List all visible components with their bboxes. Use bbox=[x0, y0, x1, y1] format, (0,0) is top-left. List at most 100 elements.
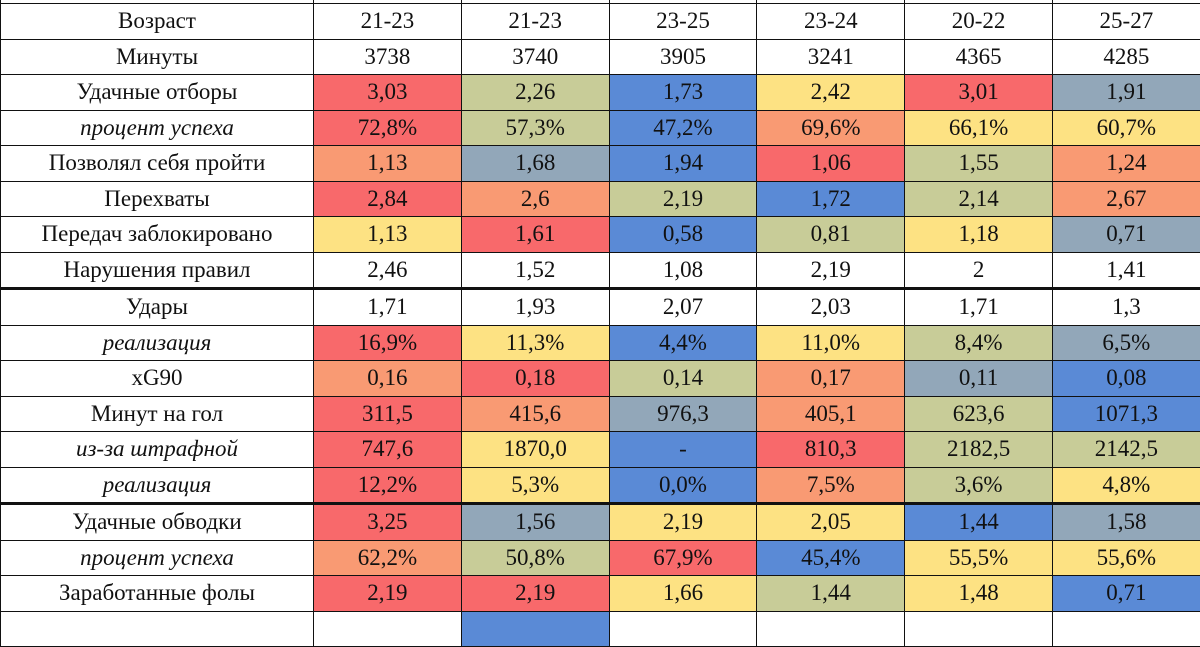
data-cell: 1,41 bbox=[1052, 252, 1200, 289]
data-cell: 415,6 bbox=[461, 396, 609, 432]
row-label: Передач заблокировано bbox=[1, 217, 314, 253]
data-cell: 67,9% bbox=[609, 540, 757, 576]
data-cell: 1,66 bbox=[609, 576, 757, 612]
data-cell: 0,58 bbox=[609, 217, 757, 253]
row-label: Заработанные фолы bbox=[1, 576, 314, 612]
row-label bbox=[1, 611, 314, 647]
data-cell: 0,14 bbox=[609, 361, 757, 397]
data-cell bbox=[609, 611, 757, 647]
data-cell: 2,14 bbox=[905, 181, 1053, 217]
data-cell: 0,71 bbox=[1052, 217, 1200, 253]
data-cell: 1,08 bbox=[609, 252, 757, 289]
data-cell: 5,3% bbox=[461, 467, 609, 504]
row-label: Минут на гол bbox=[1, 396, 314, 432]
data-cell: 2,19 bbox=[461, 576, 609, 612]
data-cell: 1870,0 bbox=[461, 432, 609, 468]
data-cell: 7,5% bbox=[757, 467, 905, 504]
data-cell: 62,2% bbox=[314, 540, 462, 576]
data-cell: 3,01 bbox=[905, 75, 1053, 111]
data-cell: 4285 bbox=[1052, 39, 1200, 75]
data-cell: 11,0% bbox=[757, 325, 905, 361]
data-cell: 1071,3 bbox=[1052, 396, 1200, 432]
data-cell: 1,24 bbox=[1052, 146, 1200, 182]
data-cell: 55,5% bbox=[905, 540, 1053, 576]
table-row bbox=[1, 611, 1200, 647]
data-cell: 3,03 bbox=[314, 75, 462, 111]
data-cell: 2182,5 bbox=[905, 432, 1053, 468]
data-cell: 1,3 bbox=[1052, 289, 1200, 326]
data-cell: 4365 bbox=[905, 39, 1053, 75]
data-cell: 1,73 bbox=[609, 75, 757, 111]
data-cell: 1,71 bbox=[314, 289, 462, 326]
data-cell: 3,6% bbox=[905, 467, 1053, 504]
data-cell: 16,9% bbox=[314, 325, 462, 361]
data-cell: 3740 bbox=[461, 39, 609, 75]
data-cell: 1,61 bbox=[461, 217, 609, 253]
data-cell bbox=[905, 611, 1053, 647]
data-cell: 69,6% bbox=[757, 110, 905, 146]
data-cell: 21-23 bbox=[461, 4, 609, 40]
data-cell: 8,4% bbox=[905, 325, 1053, 361]
data-cell: 1,13 bbox=[314, 217, 462, 253]
data-cell: 2,46 bbox=[314, 252, 462, 289]
data-cell: 23-24 bbox=[757, 4, 905, 40]
data-cell: 0,81 bbox=[757, 217, 905, 253]
data-cell: 1,13 bbox=[314, 146, 462, 182]
data-cell: 623,6 bbox=[905, 396, 1053, 432]
row-label: реализация bbox=[1, 325, 314, 361]
data-cell: 20-22 bbox=[905, 4, 1053, 40]
data-cell: 1,58 bbox=[1052, 504, 1200, 541]
data-cell: 1,44 bbox=[757, 576, 905, 612]
data-cell: 1,71 bbox=[905, 289, 1053, 326]
data-cell: 1,55 bbox=[905, 146, 1053, 182]
data-cell: 3738 bbox=[314, 39, 462, 75]
row-label: реализация bbox=[1, 467, 314, 504]
data-cell: 0,0% bbox=[609, 467, 757, 504]
data-cell: 66,1% bbox=[905, 110, 1053, 146]
data-cell: 3905 bbox=[609, 39, 757, 75]
data-cell bbox=[314, 611, 462, 647]
row-label: Удары bbox=[1, 289, 314, 326]
data-cell: 57,3% bbox=[461, 110, 609, 146]
data-cell: 0,18 bbox=[461, 361, 609, 397]
data-cell: 2,19 bbox=[609, 504, 757, 541]
row-label: процент успеха bbox=[1, 540, 314, 576]
data-cell: 810,3 bbox=[757, 432, 905, 468]
data-cell: 3241 bbox=[757, 39, 905, 75]
data-cell: 12,2% bbox=[314, 467, 462, 504]
data-cell: 976,3 bbox=[609, 396, 757, 432]
data-cell: 0,71 bbox=[1052, 576, 1200, 612]
data-cell: 11,3% bbox=[461, 325, 609, 361]
data-cell: 2,26 bbox=[461, 75, 609, 111]
data-cell: 1,68 bbox=[461, 146, 609, 182]
data-cell: 72,8% bbox=[314, 110, 462, 146]
data-cell: 23-25 bbox=[609, 4, 757, 40]
data-cell: 1,18 bbox=[905, 217, 1053, 253]
data-cell: 0,11 bbox=[905, 361, 1053, 397]
data-cell: 45,4% bbox=[757, 540, 905, 576]
data-cell: 1,56 bbox=[461, 504, 609, 541]
data-cell: 2,19 bbox=[609, 181, 757, 217]
data-cell: 1,94 bbox=[609, 146, 757, 182]
data-cell: 2,07 bbox=[609, 289, 757, 326]
data-cell: 1,48 bbox=[905, 576, 1053, 612]
data-cell: 2,84 bbox=[314, 181, 462, 217]
row-label: Перехваты bbox=[1, 181, 314, 217]
data-cell: 747,6 bbox=[314, 432, 462, 468]
data-cell: 21-23 bbox=[314, 4, 462, 40]
data-cell: 1,93 bbox=[461, 289, 609, 326]
data-cell: 2,19 bbox=[314, 576, 462, 612]
